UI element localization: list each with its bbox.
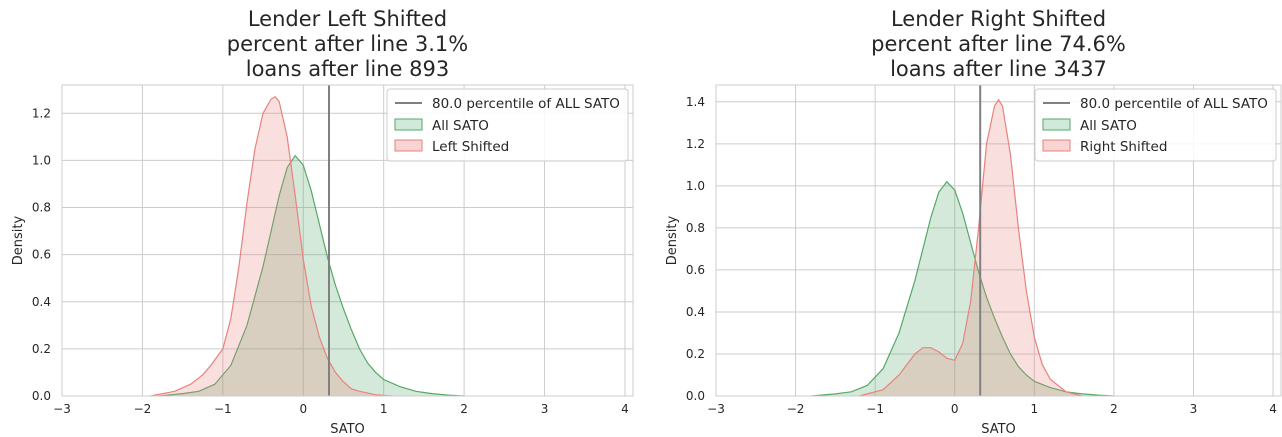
x-tick-label: 3: [541, 402, 549, 416]
y-tick-label: 0.6: [686, 263, 705, 277]
legend-box: [386, 88, 629, 162]
legend-label: Right Shifted: [1080, 139, 1167, 155]
x-tick-label: −1: [214, 402, 232, 416]
legend-box: [1034, 88, 1277, 162]
series-line-1: [811, 180, 1114, 397]
chart-title-line: Lender Left Shifted: [248, 7, 447, 31]
chart-title-line: Lender Right Shifted: [891, 7, 1106, 31]
x-tick-label: 1: [380, 402, 388, 416]
y-tick-label: 0.2: [32, 342, 51, 356]
y-axis-label: Density: [11, 215, 26, 265]
y-tick-label: 1.4: [686, 95, 705, 109]
series-area-1: [811, 181, 1114, 396]
series-line-2: [150, 96, 392, 397]
x-tick-label: −1: [866, 402, 884, 416]
y-tick-label: 0.8: [32, 201, 51, 215]
x-tick-label: −3: [53, 402, 71, 416]
series-area-2: [150, 96, 392, 396]
y-tick-label: 0.4: [32, 295, 51, 309]
legend-label: 80.0 percentile of ALL SATO: [432, 96, 620, 112]
x-tick-label: 1: [1030, 402, 1038, 416]
legend-label: All SATO: [432, 118, 489, 134]
y-tick-label: 1.2: [32, 106, 51, 120]
y-axis-label: Density: [665, 215, 680, 265]
x-tick-label: −3: [707, 402, 725, 416]
series-line-2: [859, 98, 1083, 397]
chart-title-line: percent after line 74.6%: [871, 32, 1126, 56]
x-tick-label: 3: [1190, 402, 1198, 416]
x-tick-label: 2: [460, 402, 468, 416]
x-tick-label: −2: [787, 402, 805, 416]
subplot-1: −3 −2 −1 0 1 2 3 4 0.0 0.2 0.4 0.6 0.8 1.0 1.2 SATO Dens…: [11, 7, 634, 437]
y-tick-label: 1.0: [686, 179, 705, 193]
plot-frame: [715, 84, 1282, 397]
series-area-2: [859, 99, 1083, 397]
legend-label: Left Shifted: [432, 139, 509, 155]
x-tick-label: −2: [134, 402, 152, 416]
x-tick-label: 4: [1269, 402, 1277, 416]
x-axis-label: SATO: [330, 422, 365, 437]
series-area-1: [158, 155, 465, 396]
plot-frame: [61, 84, 634, 397]
x-tick-label: 2: [1110, 402, 1118, 416]
x-tick-label: 0: [299, 402, 307, 416]
legend-swatch: [1042, 118, 1071, 131]
subplot-2: −3 −2 −1 0 1 2 3 4 0.0 0.2 0.4 0.6 0.8 1.0 1.2 1.4 SATO D…: [665, 7, 1282, 437]
legend-swatch: [1042, 139, 1071, 152]
legend-label: 80.0 percentile of ALL SATO: [1080, 96, 1268, 112]
y-tick-label: 1.2: [686, 137, 705, 151]
chart-title-line: loans after line 3437: [890, 57, 1107, 81]
y-tick-label: 0.2: [686, 347, 705, 361]
y-tick-label: 0.0: [32, 389, 51, 403]
series-line-1: [158, 154, 465, 397]
chart-title-line: loans after line 893: [246, 57, 450, 81]
x-axis-label: SATO: [981, 422, 1016, 437]
y-tick-label: 0.6: [32, 248, 51, 262]
y-tick-label: 1.0: [32, 153, 51, 167]
legend-swatch: [394, 139, 423, 152]
legend-swatch: [394, 118, 423, 131]
x-tick-label: 4: [621, 402, 629, 416]
y-tick-label: 0.8: [686, 221, 705, 235]
x-tick-label: 0: [951, 402, 959, 416]
legend-label: All SATO: [1080, 118, 1137, 134]
y-tick-label: 0.0: [686, 389, 705, 403]
chart-title-line: percent after line 3.1%: [227, 32, 468, 56]
y-tick-label: 0.4: [686, 305, 705, 319]
